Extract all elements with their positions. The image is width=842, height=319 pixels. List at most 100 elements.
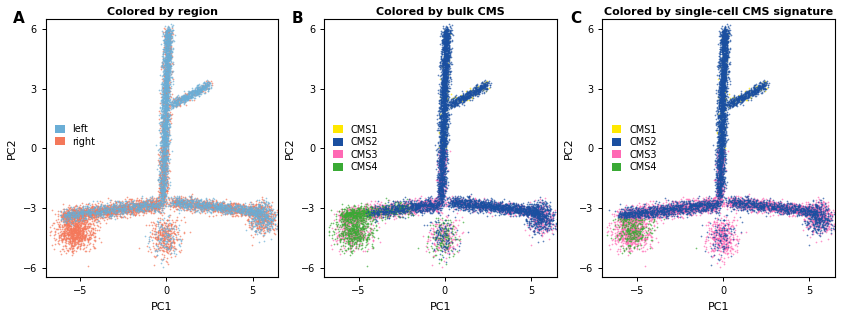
Point bbox=[161, 245, 174, 250]
Point bbox=[436, 229, 450, 234]
Point bbox=[376, 207, 390, 212]
Point bbox=[157, 99, 171, 104]
Point bbox=[684, 204, 697, 209]
Point bbox=[813, 206, 827, 211]
Point bbox=[116, 205, 130, 210]
Point bbox=[752, 200, 765, 205]
Point bbox=[711, 185, 725, 190]
Point bbox=[615, 213, 628, 218]
Point bbox=[436, 188, 450, 193]
Point bbox=[256, 213, 269, 219]
Point bbox=[450, 200, 464, 205]
Point bbox=[151, 204, 164, 209]
Point bbox=[438, 55, 451, 60]
Point bbox=[437, 34, 450, 39]
Point bbox=[398, 195, 412, 200]
Point bbox=[166, 240, 179, 245]
Point bbox=[759, 204, 772, 209]
Point bbox=[625, 214, 638, 219]
Point bbox=[152, 234, 165, 239]
Point bbox=[720, 63, 733, 68]
Point bbox=[345, 226, 359, 231]
Point bbox=[811, 218, 824, 223]
Point bbox=[71, 233, 84, 238]
Point bbox=[159, 100, 173, 105]
Point bbox=[713, 128, 727, 133]
Point bbox=[390, 211, 403, 217]
Point bbox=[684, 204, 697, 210]
Point bbox=[421, 203, 434, 208]
Point bbox=[625, 213, 638, 218]
Point bbox=[635, 226, 648, 232]
Point bbox=[436, 35, 450, 40]
Point bbox=[159, 57, 173, 62]
Point bbox=[610, 237, 624, 242]
Point bbox=[403, 209, 417, 214]
Point bbox=[621, 241, 635, 246]
Point bbox=[436, 127, 450, 132]
Point bbox=[463, 194, 477, 199]
Point bbox=[180, 203, 194, 208]
Point bbox=[439, 37, 452, 42]
Point bbox=[491, 204, 504, 209]
Point bbox=[742, 89, 755, 94]
Point bbox=[364, 231, 377, 236]
Point bbox=[437, 183, 450, 189]
Point bbox=[420, 197, 434, 202]
Point bbox=[161, 86, 174, 91]
Point bbox=[249, 211, 263, 216]
Point bbox=[84, 213, 98, 218]
Point bbox=[621, 231, 635, 236]
Point bbox=[161, 108, 174, 113]
Point bbox=[429, 204, 442, 210]
Point bbox=[703, 202, 717, 207]
Point bbox=[434, 232, 447, 237]
Point bbox=[751, 209, 765, 214]
Point bbox=[712, 194, 726, 199]
Point bbox=[241, 211, 254, 216]
Point bbox=[429, 197, 442, 203]
Point bbox=[157, 165, 171, 170]
Point bbox=[714, 165, 727, 170]
Point bbox=[716, 191, 729, 196]
Point bbox=[530, 216, 543, 221]
Point bbox=[542, 208, 556, 213]
Point bbox=[433, 194, 446, 199]
Point bbox=[701, 206, 715, 211]
Point bbox=[163, 245, 176, 250]
Point bbox=[379, 210, 392, 215]
Point bbox=[683, 207, 696, 212]
Point bbox=[141, 204, 154, 209]
Point bbox=[718, 93, 732, 98]
Point bbox=[783, 207, 797, 212]
Point bbox=[791, 213, 804, 218]
Point bbox=[434, 183, 447, 189]
Point bbox=[176, 203, 189, 208]
Point bbox=[162, 39, 175, 44]
Point bbox=[814, 224, 828, 229]
Point bbox=[452, 197, 466, 203]
Point bbox=[759, 82, 772, 87]
Point bbox=[627, 227, 641, 232]
Point bbox=[723, 103, 737, 108]
Point bbox=[716, 35, 729, 40]
Point bbox=[157, 108, 171, 113]
Point bbox=[715, 79, 728, 85]
Point bbox=[253, 210, 267, 215]
Point bbox=[207, 202, 221, 207]
Point bbox=[800, 206, 813, 211]
Point bbox=[83, 214, 97, 219]
Point bbox=[154, 209, 168, 214]
Point bbox=[374, 215, 387, 220]
Point bbox=[258, 204, 271, 210]
Point bbox=[682, 206, 695, 211]
Point bbox=[624, 215, 637, 220]
Point bbox=[626, 211, 639, 217]
Point bbox=[159, 178, 173, 183]
Point bbox=[93, 210, 107, 215]
Point bbox=[160, 73, 173, 78]
Point bbox=[451, 200, 465, 205]
Point bbox=[158, 138, 172, 143]
Point bbox=[157, 133, 171, 138]
Point bbox=[154, 185, 168, 190]
